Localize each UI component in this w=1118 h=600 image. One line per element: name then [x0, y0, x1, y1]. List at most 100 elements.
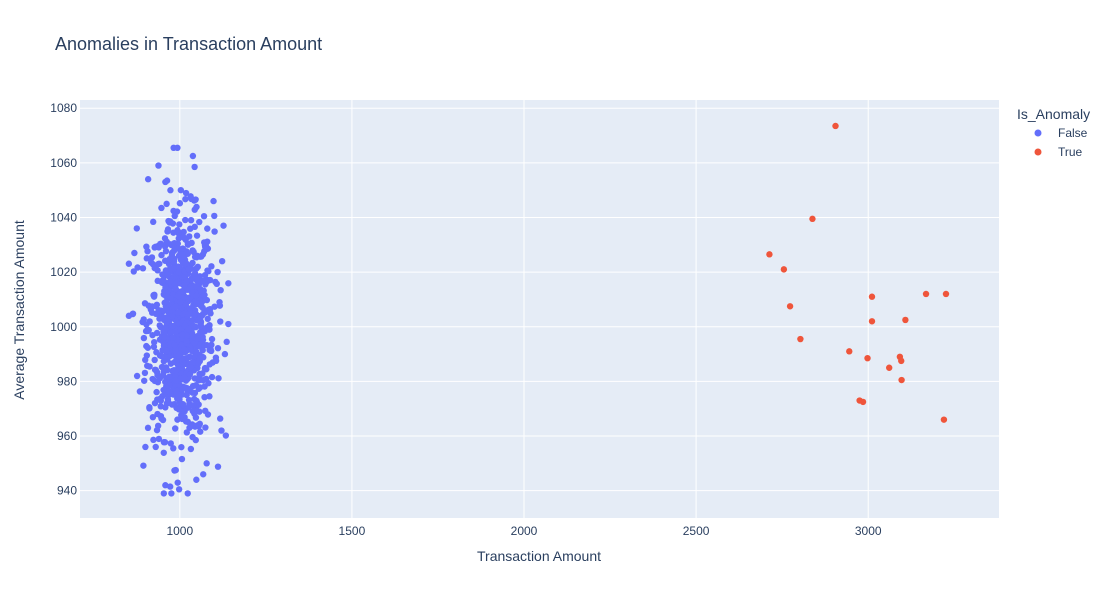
point-false	[181, 281, 188, 289]
point-false	[163, 298, 170, 305]
point-false	[169, 313, 176, 320]
y-tick-label: 1080	[50, 101, 77, 115]
point-false	[167, 187, 174, 194]
point-false	[196, 408, 203, 415]
legend-item-false[interactable]: False	[1034, 126, 1088, 140]
point-false	[143, 255, 150, 262]
legend-item-true[interactable]: True	[1034, 145, 1083, 159]
point-false	[155, 435, 163, 443]
point-false	[211, 228, 218, 235]
point-false	[175, 293, 182, 300]
legend: Is_Anomaly False True	[1017, 106, 1090, 159]
point-false	[163, 200, 170, 208]
x-tick-label: 2500	[683, 524, 710, 538]
legend-label-true: True	[1058, 145, 1083, 159]
point-false	[193, 299, 200, 307]
point-false	[201, 341, 209, 349]
point-false	[189, 332, 197, 339]
point-false	[194, 335, 201, 342]
point-false	[174, 479, 181, 486]
point-false	[175, 486, 183, 493]
point-false	[183, 260, 190, 267]
point-false	[156, 374, 164, 382]
point-false	[166, 388, 173, 395]
point-false	[225, 320, 232, 328]
point-true	[886, 364, 893, 371]
point-false	[175, 268, 182, 276]
point-false	[223, 338, 230, 346]
point-false	[133, 225, 140, 232]
point-false	[141, 300, 149, 307]
gridlines	[80, 100, 999, 518]
point-false	[164, 293, 171, 300]
point-false	[160, 490, 168, 497]
point-false	[206, 326, 213, 333]
point-false	[141, 369, 149, 377]
point-false	[191, 311, 198, 318]
point-false	[194, 263, 202, 271]
legend-marker-true	[1034, 148, 1042, 156]
point-false	[160, 358, 168, 365]
point-false	[186, 370, 194, 378]
point-false	[211, 303, 218, 310]
point-true	[940, 416, 948, 423]
point-false	[143, 342, 150, 350]
point-false	[203, 460, 210, 467]
point-false	[166, 483, 174, 490]
point-false	[191, 163, 198, 171]
y-tick-label: 940	[57, 484, 77, 498]
point-false	[171, 467, 178, 474]
point-false	[170, 207, 177, 215]
point-false	[150, 218, 157, 226]
point-false	[189, 259, 196, 267]
point-false	[174, 144, 181, 152]
point-false	[160, 386, 167, 394]
point-false	[182, 216, 189, 224]
point-true	[868, 293, 876, 300]
point-false	[161, 438, 169, 446]
point-true	[898, 376, 905, 384]
point-false	[188, 195, 195, 203]
point-false	[190, 353, 198, 361]
point-false	[184, 418, 192, 426]
point-false	[191, 270, 199, 277]
legend-marker-false	[1034, 129, 1042, 137]
point-false	[211, 212, 218, 220]
point-false	[174, 227, 181, 234]
point-false	[150, 436, 157, 444]
point-false	[178, 443, 185, 451]
point-false	[176, 221, 183, 228]
point-false	[159, 271, 166, 278]
point-false	[200, 471, 207, 478]
point-false	[197, 428, 204, 435]
point-false	[177, 186, 185, 194]
point-false	[142, 356, 149, 364]
point-false	[191, 206, 198, 213]
point-false	[160, 449, 167, 456]
point-false	[193, 348, 200, 355]
point-false	[204, 267, 211, 274]
point-false	[217, 286, 224, 294]
point-false	[163, 306, 170, 314]
point-false	[204, 225, 211, 232]
point-false	[143, 243, 150, 250]
point-false	[168, 490, 175, 497]
point-false	[201, 393, 208, 401]
point-false	[125, 260, 133, 267]
point-false	[184, 294, 191, 302]
point-false	[183, 385, 191, 392]
point-false	[151, 356, 158, 364]
point-false	[171, 239, 178, 247]
point-false	[166, 373, 173, 380]
point-false	[202, 424, 209, 431]
point-true	[797, 335, 804, 343]
point-false	[170, 445, 177, 452]
point-false	[173, 279, 180, 287]
x-axis-ticks: 1000 1500 2000 2500 3000	[166, 524, 881, 538]
point-false	[166, 219, 173, 226]
point-true	[780, 266, 788, 273]
point-false	[180, 228, 187, 236]
y-tick-label: 1020	[50, 265, 77, 279]
y-tick-label: 960	[57, 429, 77, 443]
